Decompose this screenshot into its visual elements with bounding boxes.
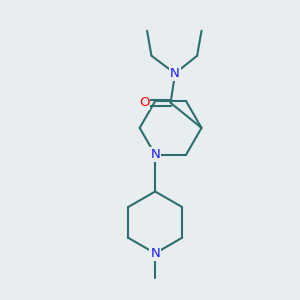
Text: N: N — [170, 67, 180, 80]
Text: N: N — [150, 247, 160, 260]
Text: O: O — [139, 96, 149, 110]
Text: N: N — [150, 148, 160, 161]
